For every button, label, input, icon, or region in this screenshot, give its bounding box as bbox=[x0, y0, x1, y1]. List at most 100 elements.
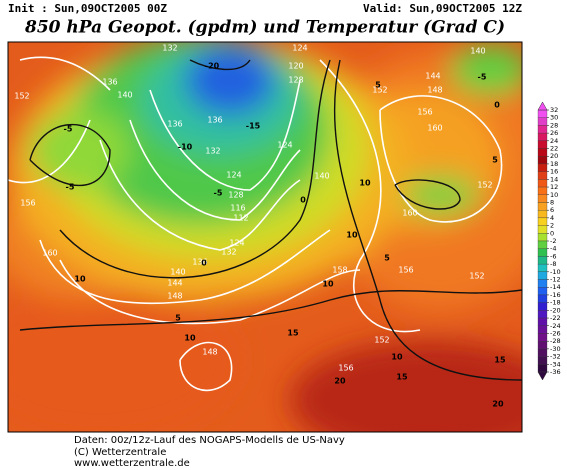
temperature-contours bbox=[19, 59, 522, 381]
height-label: 124 bbox=[292, 44, 307, 53]
temperature-label: 10 bbox=[391, 353, 403, 362]
height-label: 124 bbox=[277, 141, 292, 150]
colorbar-label: 16 bbox=[550, 168, 558, 176]
colorbar-label: -30 bbox=[550, 345, 561, 353]
colorbar: 32302826242220181614121086420-2-4-6-8-10… bbox=[537, 101, 561, 381]
temperature-label: -15 bbox=[246, 122, 261, 131]
colorbar-label: 14 bbox=[550, 175, 558, 183]
colorbar-label: -20 bbox=[550, 306, 561, 314]
temperature-label: 0 bbox=[201, 259, 207, 268]
colorbar-swatch bbox=[537, 325, 548, 334]
colorbar-swatch bbox=[537, 271, 548, 280]
height-label: 136 bbox=[192, 258, 207, 267]
colorbar-label: -4 bbox=[550, 245, 556, 253]
height-label: 160 bbox=[402, 209, 417, 218]
colorbar-label: 0 bbox=[550, 229, 554, 237]
height-label: 140 bbox=[470, 47, 485, 56]
height-label: 116 bbox=[230, 204, 245, 213]
temperature-label: 10 bbox=[322, 280, 334, 289]
colorbar-label: -12 bbox=[550, 276, 561, 284]
height-label: 158 bbox=[332, 266, 347, 275]
colorbar-label: 8 bbox=[550, 198, 554, 206]
height-label: 132 bbox=[162, 44, 177, 53]
colorbar-swatch bbox=[537, 125, 548, 134]
temperature-label: 0 bbox=[300, 196, 306, 205]
height-label: 156 bbox=[20, 199, 35, 208]
height-label: 136 bbox=[207, 116, 222, 125]
colorbar-label: 4 bbox=[550, 214, 554, 222]
height-label: 144 bbox=[425, 72, 440, 81]
map-frame bbox=[7, 41, 523, 433]
colorbar-swatch bbox=[537, 171, 548, 180]
height-label: 136 bbox=[102, 78, 117, 87]
temperature-label: 5 bbox=[492, 156, 498, 165]
height-label: 124 bbox=[226, 171, 241, 180]
temperature-label: -5 bbox=[66, 183, 75, 192]
height-label: 152 bbox=[374, 336, 389, 345]
height-label: 152 bbox=[477, 181, 492, 190]
height-label: 152 bbox=[469, 272, 484, 281]
height-label: 120 bbox=[288, 62, 303, 71]
colorbar-label: -16 bbox=[550, 291, 561, 299]
colorbar-label: -14 bbox=[550, 283, 561, 291]
colorbar-label: -6 bbox=[550, 252, 556, 260]
colorbar-label: 26 bbox=[550, 129, 558, 137]
temperature-label: 5 bbox=[175, 314, 181, 323]
init-time: Init : Sun,09OCT2005 00Z bbox=[8, 2, 167, 15]
colorbar-swatch bbox=[537, 132, 548, 141]
colorbar-label: 2 bbox=[550, 222, 554, 230]
colorbar-label: -32 bbox=[550, 353, 561, 361]
temperature-label: -5 bbox=[64, 125, 73, 134]
valid-time: Valid: Sun,09OCT2005 12Z bbox=[363, 2, 522, 15]
colorbar-swatch bbox=[537, 287, 548, 296]
colorbar-label: 10 bbox=[550, 191, 558, 199]
colorbar-label: -28 bbox=[550, 337, 561, 345]
temperature-label: 5 bbox=[375, 81, 381, 90]
colorbar-swatch bbox=[537, 364, 548, 373]
colorbar-swatch bbox=[537, 256, 548, 265]
colorbar-label: 20 bbox=[550, 152, 558, 160]
colorbar-label: -8 bbox=[550, 260, 556, 268]
height-label: 140 bbox=[170, 268, 185, 277]
footer-line: (C) Wetterzentrale bbox=[74, 447, 166, 458]
colorbar-swatch bbox=[537, 140, 548, 149]
colorbar-label: 30 bbox=[550, 114, 558, 122]
temperature-label: 15 bbox=[287, 329, 299, 338]
height-label: 132 bbox=[221, 248, 236, 257]
colorbar-swatch bbox=[537, 117, 548, 126]
temperature-label: -20 bbox=[205, 62, 220, 71]
colorbar-label: 22 bbox=[550, 145, 558, 153]
colorbar-swatch bbox=[537, 163, 548, 172]
colorbar-swatch bbox=[537, 202, 548, 211]
height-label: 132 bbox=[205, 147, 220, 156]
colorbar-label: 12 bbox=[550, 183, 558, 191]
height-label: 156 bbox=[398, 266, 413, 275]
temperature-label: 5 bbox=[384, 254, 390, 263]
colorbar-swatch bbox=[537, 109, 548, 118]
height-label: 140 bbox=[314, 172, 329, 181]
colorbar-cap bbox=[537, 101, 548, 111]
height-label: 128 bbox=[228, 191, 243, 200]
colorbar-swatch bbox=[537, 341, 548, 350]
temperature-label: 15 bbox=[396, 373, 408, 382]
colorbar-swatch bbox=[537, 210, 548, 219]
colorbar-label: -10 bbox=[550, 268, 561, 276]
map-title: 850 hPa Geopot. (gpdm) und Temperatur (G… bbox=[24, 18, 505, 38]
colorbar-swatch bbox=[537, 156, 548, 165]
colorbar-swatch bbox=[537, 179, 548, 188]
colorbar-label: -18 bbox=[550, 299, 561, 307]
colorbar-swatch bbox=[537, 148, 548, 157]
colorbar-label: -24 bbox=[550, 322, 561, 330]
colorbar-label: 18 bbox=[550, 160, 558, 168]
colorbar-swatch bbox=[537, 310, 548, 319]
colorbar-label: -34 bbox=[550, 360, 561, 368]
colorbar-swatch bbox=[537, 317, 548, 326]
height-label: 152 bbox=[14, 92, 29, 101]
colorbar-swatch bbox=[537, 225, 548, 234]
temperature-label: -5 bbox=[214, 189, 223, 198]
temperature-label: 10 bbox=[74, 275, 86, 284]
temperature-label: 10 bbox=[346, 231, 358, 240]
